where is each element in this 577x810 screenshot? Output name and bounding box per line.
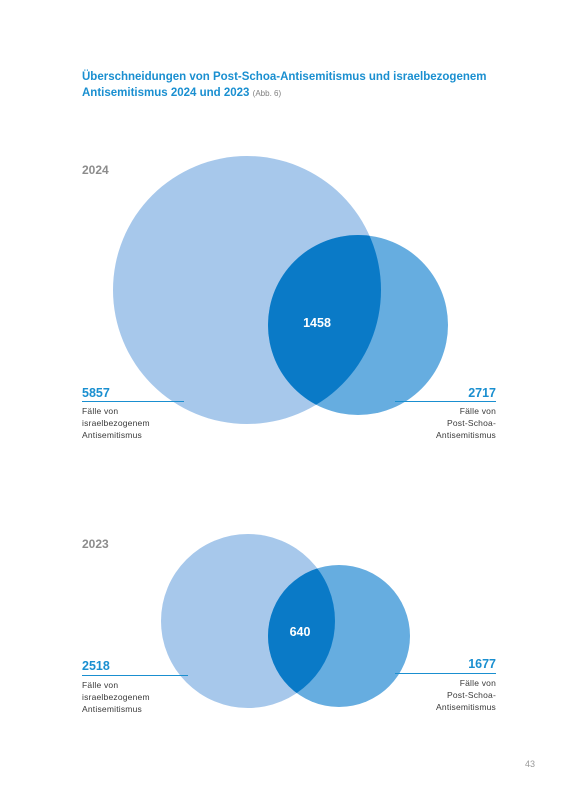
set-value-left-2023: 2518 bbox=[82, 659, 110, 673]
leader-line-right-2023 bbox=[395, 673, 496, 674]
leader-line-right-2024 bbox=[395, 401, 496, 402]
set-value-left-2024: 5857 bbox=[82, 386, 110, 400]
set-label-right-2023: Fälle von Post-Schoa- Antisemitismus bbox=[436, 678, 496, 712]
set-label-left-2024: Fälle von israelbezogenem Antisemitismus bbox=[82, 406, 150, 440]
figure-reference: (Abb. 6) bbox=[252, 89, 282, 98]
intersection-value-2024: 1458 bbox=[303, 316, 331, 330]
leader-line-left-2023 bbox=[82, 675, 188, 676]
venn-2024: 1458 bbox=[113, 156, 448, 424]
venn-2023: 640 bbox=[161, 534, 410, 708]
intersection-value-2023: 640 bbox=[290, 625, 311, 639]
set-value-right-2024: 2717 bbox=[468, 386, 496, 400]
chart-title: Überschneidungen von Post-Schoa-Antisemi… bbox=[82, 69, 502, 102]
leader-line-left-2024 bbox=[82, 401, 184, 402]
year-label-2024: 2024 bbox=[82, 163, 109, 177]
set-label-left-2023: Fälle von israelbezogenem Antisemitismus bbox=[82, 680, 150, 714]
title-text: Überschneidungen von Post-Schoa-Antisemi… bbox=[82, 71, 487, 99]
overlap-2023 bbox=[268, 565, 335, 707]
page-number: 43 bbox=[524, 759, 535, 769]
overlap-2024 bbox=[268, 235, 381, 415]
set-label-right-2024: Fälle von Post-Schoa- Antisemitismus bbox=[436, 406, 496, 440]
set-value-right-2023: 1677 bbox=[468, 657, 496, 671]
year-label-2023: 2023 bbox=[82, 537, 109, 551]
